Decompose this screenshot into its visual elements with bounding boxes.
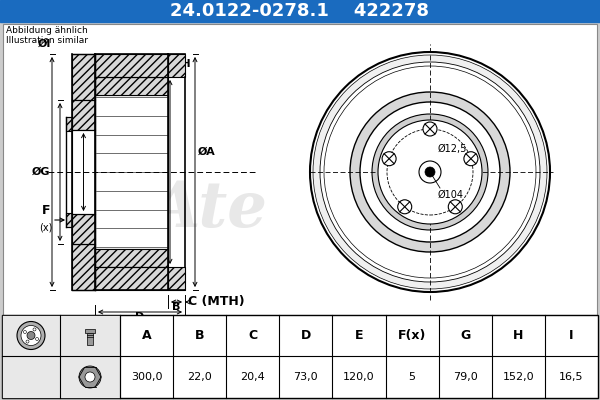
Text: 300,0: 300,0	[131, 372, 163, 382]
Bar	[3, 24, 597, 315]
Text: F: F	[41, 204, 50, 217]
Circle shape	[310, 52, 550, 292]
Circle shape	[79, 366, 101, 388]
Text: 16,5: 16,5	[559, 372, 584, 382]
Text: 152,0: 152,0	[503, 372, 534, 382]
Text: C (MTH): C (MTH)	[188, 296, 245, 308]
Circle shape	[350, 92, 510, 252]
Circle shape	[85, 372, 95, 382]
Text: 73,0: 73,0	[293, 372, 318, 382]
Text: Abbildung ähnlich: Abbildung ähnlich	[6, 26, 88, 35]
Bar	[85, 328, 95, 332]
Text: G: G	[460, 329, 470, 342]
Text: ØE: ØE	[75, 112, 92, 122]
Circle shape	[23, 330, 26, 334]
Text: ØG: ØG	[32, 167, 50, 177]
Bar	[72, 244, 95, 290]
Bar	[168, 54, 185, 77]
Text: ØA: ØA	[198, 147, 216, 157]
Text: D: D	[301, 329, 311, 342]
Bar	[0, 0, 600, 22]
Bar	[66, 117, 72, 131]
Text: F(x): F(x)	[398, 329, 426, 342]
Circle shape	[320, 62, 540, 282]
Text: Ate: Ate	[152, 179, 268, 241]
Text: Illustration similar: Illustration similar	[6, 36, 88, 45]
Circle shape	[313, 55, 547, 289]
Text: E: E	[355, 329, 363, 342]
Text: D: D	[136, 312, 145, 322]
Text: 22,0: 22,0	[187, 372, 212, 382]
Bar	[95, 95, 168, 249]
Text: B: B	[195, 329, 205, 342]
Bar	[95, 54, 168, 77]
Circle shape	[398, 200, 412, 214]
Bar	[2, 315, 120, 398]
Text: A: A	[142, 329, 151, 342]
Bar	[66, 213, 72, 227]
Circle shape	[425, 167, 435, 177]
Bar	[72, 130, 95, 214]
Circle shape	[324, 66, 536, 278]
Circle shape	[419, 161, 441, 183]
Bar	[2, 315, 598, 398]
Text: 24.0122-0278.1    422278: 24.0122-0278.1 422278	[170, 2, 430, 20]
Text: I: I	[569, 329, 574, 342]
Circle shape	[378, 120, 482, 224]
Bar	[95, 77, 168, 95]
Text: ØI: ØI	[37, 39, 50, 49]
Circle shape	[423, 122, 437, 136]
Text: 79,0: 79,0	[453, 372, 478, 382]
Text: Ø12,5: Ø12,5	[438, 144, 467, 154]
Text: C: C	[248, 329, 257, 342]
Text: B: B	[172, 302, 181, 312]
Circle shape	[27, 332, 35, 340]
Bar	[95, 249, 168, 267]
Circle shape	[35, 338, 38, 340]
Bar	[72, 100, 95, 130]
Circle shape	[26, 340, 29, 343]
Text: H: H	[513, 329, 524, 342]
Text: Ø104: Ø104	[438, 190, 464, 200]
Circle shape	[17, 322, 45, 350]
Text: 120,0: 120,0	[343, 372, 375, 382]
Bar	[72, 54, 95, 100]
Text: ØH: ØH	[173, 59, 191, 69]
Bar	[72, 214, 95, 244]
Bar	[87, 332, 93, 344]
Circle shape	[21, 326, 41, 346]
Text: 20,4: 20,4	[241, 372, 265, 382]
Bar	[95, 267, 168, 290]
Bar	[168, 267, 185, 290]
Circle shape	[382, 152, 396, 166]
Text: (x): (x)	[40, 222, 53, 232]
Circle shape	[33, 328, 36, 331]
Circle shape	[448, 200, 462, 214]
Circle shape	[372, 114, 488, 230]
Circle shape	[360, 102, 500, 242]
Text: 5: 5	[409, 372, 416, 382]
Circle shape	[464, 152, 478, 166]
